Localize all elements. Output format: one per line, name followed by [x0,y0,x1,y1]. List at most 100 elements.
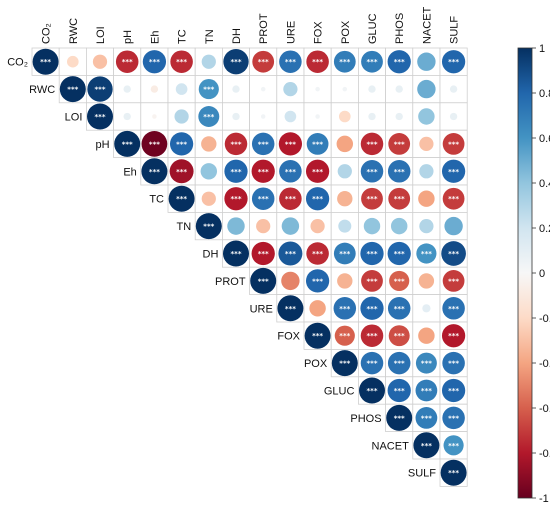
correlation-circle [59,76,86,103]
colorbar-tick-label: -0.8 [539,448,550,460]
matrix-cell [276,102,305,131]
correlation-circle [441,241,466,266]
correlation-circle [315,86,320,92]
correlation-circle [224,132,248,156]
correlation-circle [386,404,413,431]
significance-mark: *** [394,250,405,258]
row-label: PHOS [350,413,381,425]
correlation-circle [389,270,410,291]
significance-mark: *** [312,58,323,66]
significance-mark: *** [394,305,405,313]
significance-mark: *** [312,332,323,340]
correlation-circle [278,241,303,266]
significance-mark: *** [312,195,323,203]
correlation-circle [336,135,354,153]
correlation-circle [449,85,458,93]
correlation-circle [417,52,436,71]
correlation-circle [360,241,384,266]
colorbar [517,47,533,499]
significance-mark: *** [95,86,106,94]
colorbar-tick-label: -0.2 [539,313,550,325]
correlation-circle [331,350,358,377]
correlation-circle [87,76,113,102]
row-label: PROT [215,276,246,288]
significance-mark: *** [448,442,459,450]
correlation-circle [387,241,411,266]
significance-mark: *** [95,113,106,121]
significance-mark: *** [285,195,296,203]
correlation-circle [333,297,357,320]
significance-mark: *** [203,113,214,121]
correlation-circle [338,110,351,123]
correlation-circle [150,85,159,93]
correlation-circle [342,86,348,92]
correlation-circle [419,164,434,179]
correlation-circle [360,324,384,347]
row-label: Eh [123,166,136,178]
significance-mark: *** [176,168,187,176]
significance-mark: *** [339,360,350,368]
correlation-circle [224,187,248,211]
correlation-circle [334,325,355,346]
row-label: DH [203,249,219,261]
matrix-cell [303,102,332,131]
column-label: FOX [313,21,325,44]
colorbar-tick-label: 0 [539,268,545,280]
significance-mark: *** [312,277,323,285]
significance-mark: *** [258,58,269,66]
significance-mark: *** [367,277,378,285]
significance-mark: *** [367,360,378,368]
significance-mark: *** [421,387,432,395]
correlation-circle [224,159,248,183]
significance-mark: *** [203,86,214,94]
correlation-circle [361,270,383,292]
correlation-circle [418,190,435,207]
correlation-circle [415,407,438,429]
correlation-circle [337,164,352,179]
correlation-circle [251,241,275,266]
significance-mark: *** [312,168,323,176]
significance-mark: *** [339,332,350,340]
correlation-circle [198,106,220,127]
significance-mark: *** [394,168,405,176]
correlation-circle [201,136,217,152]
significance-mark: *** [421,250,432,258]
row-label: POX [304,358,328,370]
column-label: PHOS [394,13,406,44]
correlation-circle [283,81,298,97]
correlation-circle [260,114,266,119]
column-label: CO₂ [41,23,53,44]
correlation-circle [395,112,403,121]
column-label: GLUC [367,13,379,44]
significance-mark: *** [421,360,432,368]
row-label: LOI [65,112,83,124]
colorbar-tick-label: 1 [539,43,545,55]
significance-mark: *** [367,195,378,203]
correlation-circle [418,327,435,344]
correlation-circle [227,217,245,235]
correlation-circle [250,267,277,294]
correlation-circle [306,242,329,265]
significance-mark: *** [367,332,378,340]
correlation-circle [277,295,304,322]
colorbar-tick-label: -0.4 [539,358,550,370]
correlation-circle [306,50,329,73]
correlation-circle [390,217,408,235]
significance-mark: *** [339,58,350,66]
correlation-circle [141,131,168,157]
correlation-circle [251,187,275,210]
significance-mark: *** [448,332,459,340]
significance-mark: *** [367,140,378,148]
correlation-circle [419,218,434,234]
correlation-circle [304,322,331,349]
correlation-circle [123,85,131,93]
correlation-circle [251,132,275,156]
significance-mark: *** [448,168,459,176]
significance-mark: *** [149,140,160,148]
significance-mark: *** [258,250,269,258]
column-label: NACET [421,6,433,44]
colorbar-tick-label: -0.6 [539,403,550,415]
colorbar-tick-label: 0.8 [539,88,550,100]
column-label: RWC [68,18,80,44]
